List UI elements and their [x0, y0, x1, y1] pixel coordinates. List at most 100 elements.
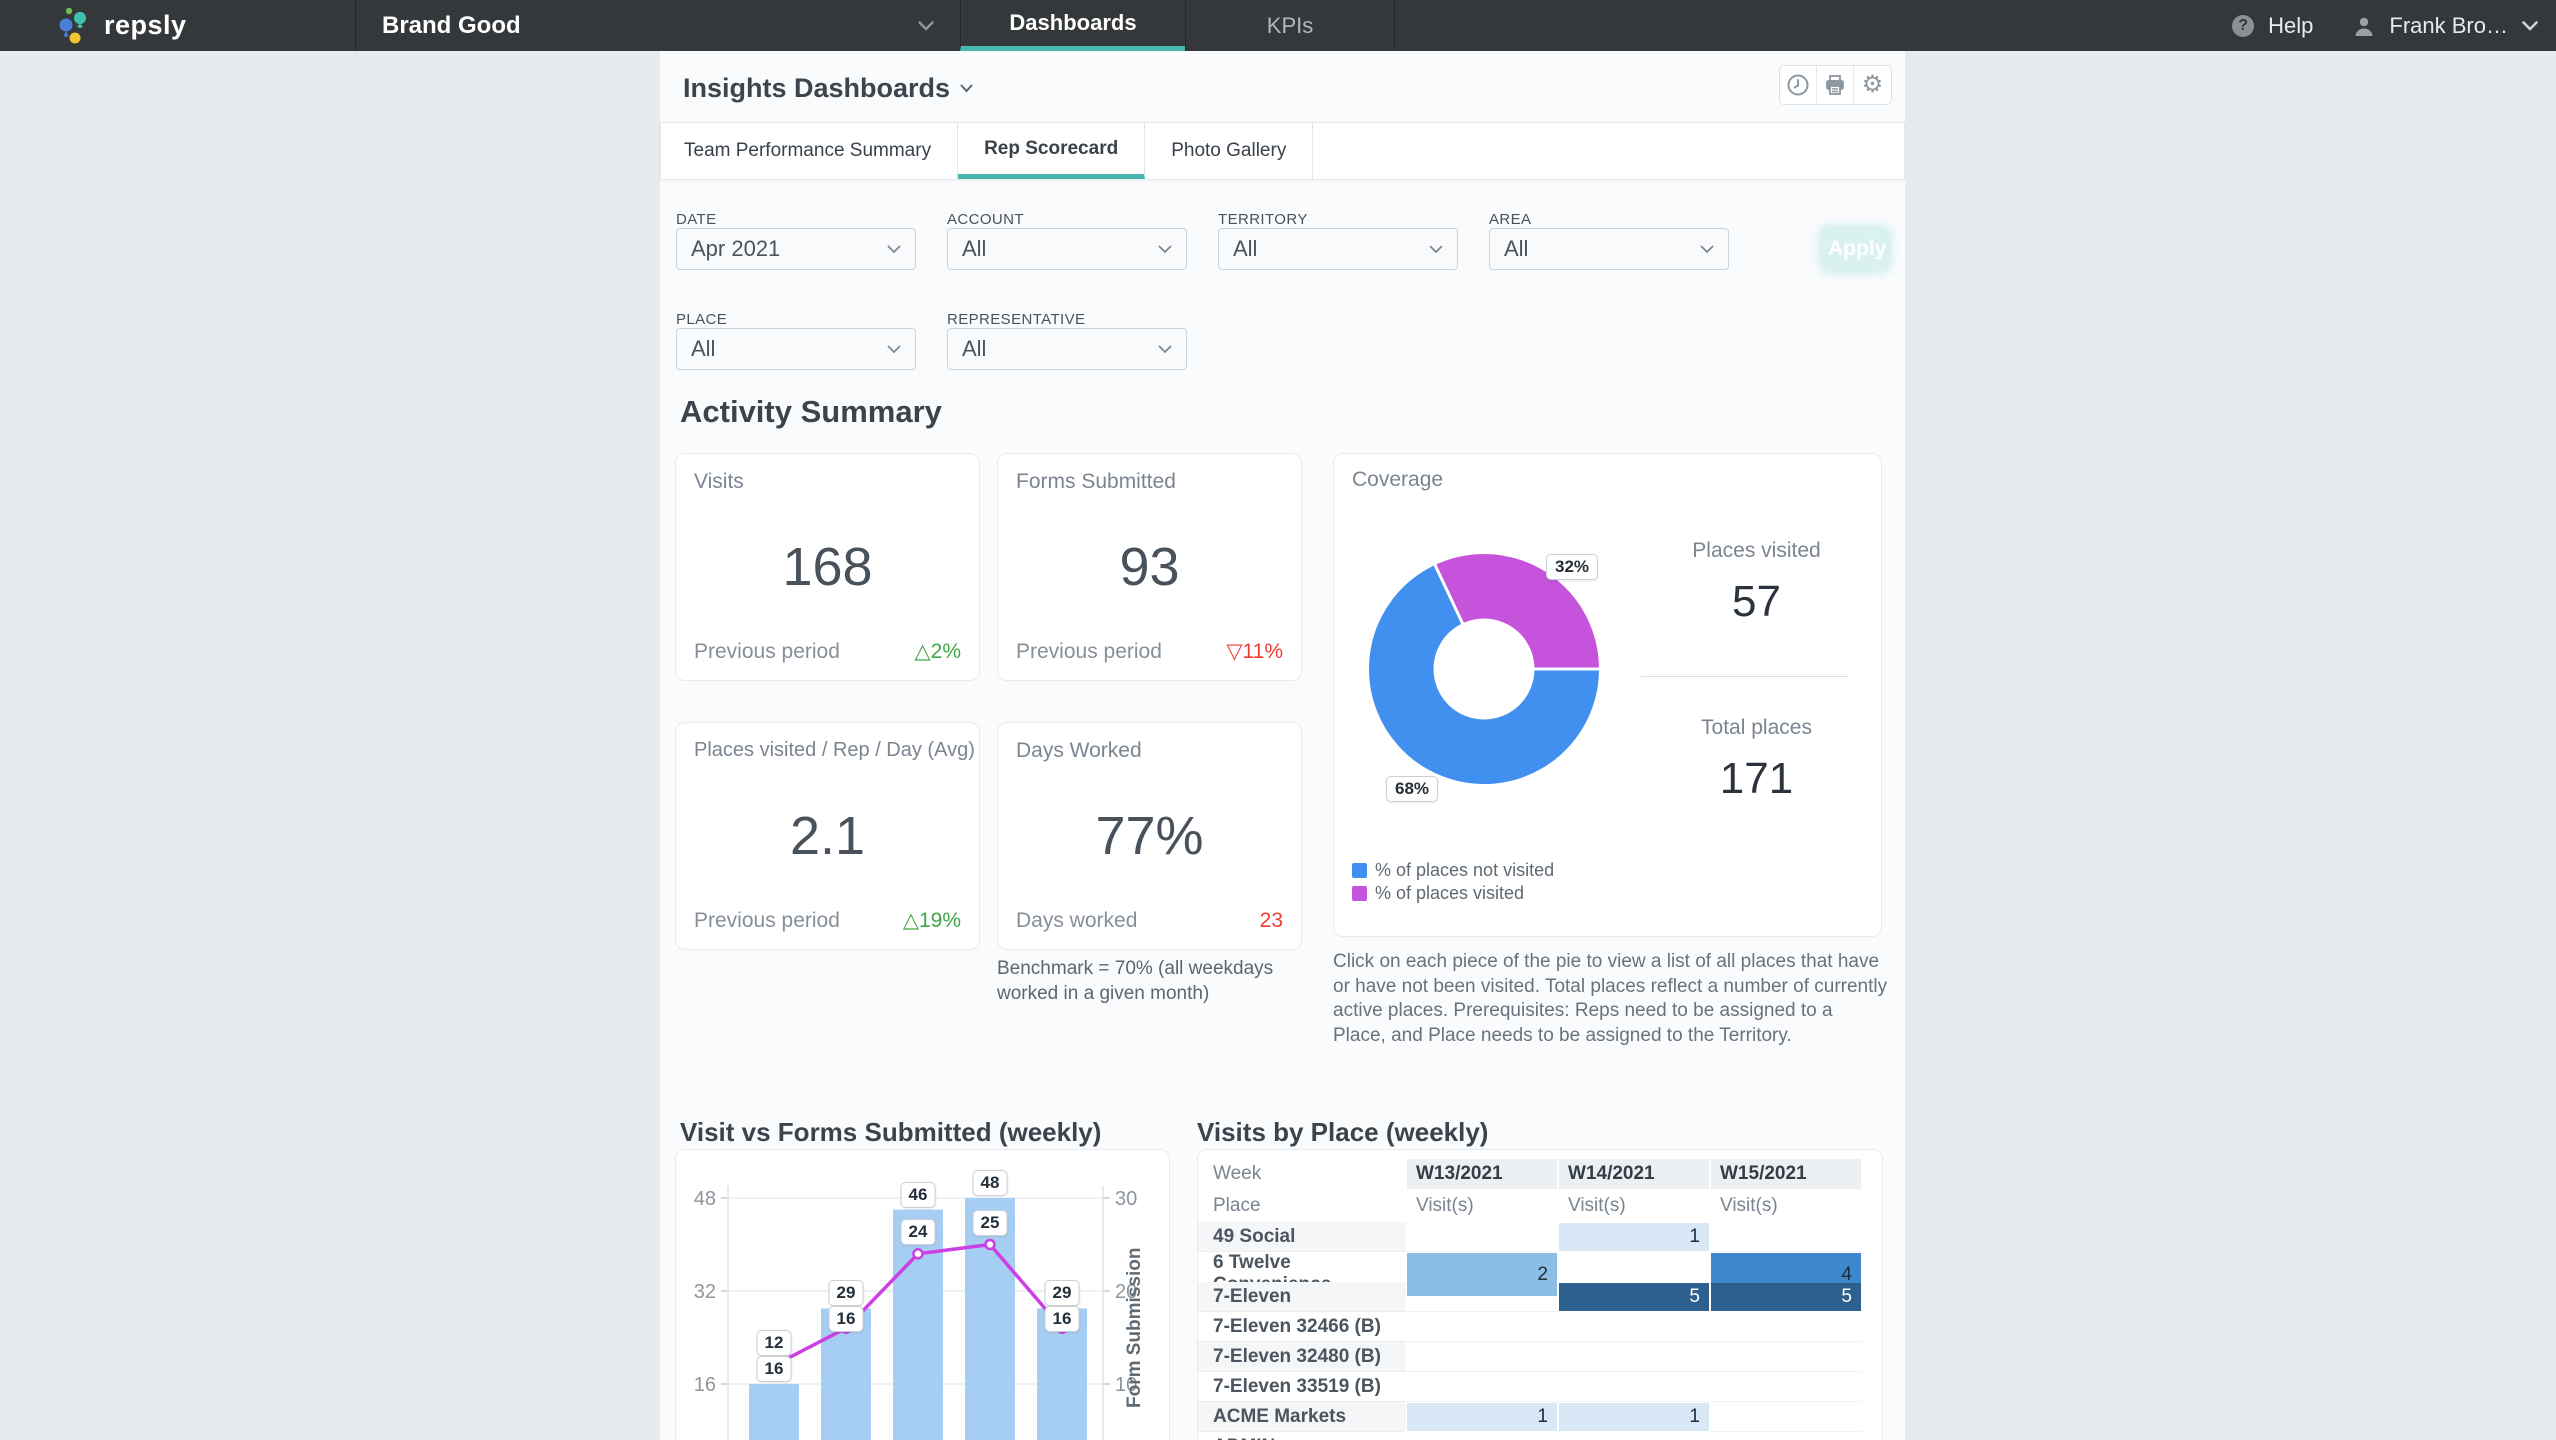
line-value-label: 16 [828, 1306, 864, 1332]
bar-value-label: 48 [972, 1170, 1008, 1196]
visits-heat-cell[interactable]: 5 [1559, 1283, 1709, 1311]
place-cell[interactable]: 7-Eleven 32480 (B) [1198, 1342, 1406, 1372]
form-submission-point[interactable] [984, 1238, 996, 1251]
filter-value: All [1233, 236, 1258, 261]
history-button[interactable] [1780, 66, 1817, 104]
visits-bar[interactable] [749, 1384, 799, 1440]
filter-label-account: ACCOUNT [947, 211, 1024, 228]
chevron-down-icon [960, 84, 973, 93]
repsly-logo: repsly [56, 0, 187, 51]
week-column-header[interactable]: W13/2021 [1407, 1159, 1557, 1189]
legend-label: % of places not visited [1375, 860, 1555, 880]
place-cell[interactable]: ADMIN [1198, 1432, 1406, 1440]
tab-team-performance-summary[interactable]: Team Performance Summary [661, 123, 959, 179]
dashboard-toolbar: ⚙ [1779, 65, 1892, 105]
visits-cell [1710, 1222, 1862, 1252]
table-row: 7-Eleven 32466 (B) [1198, 1312, 1882, 1342]
line-value-label: 16 [1044, 1306, 1080, 1332]
print-button[interactable] [1817, 66, 1854, 104]
kpi-title: Visits [694, 470, 744, 493]
visits-heat-cell[interactable]: 1 [1559, 1223, 1709, 1251]
apply-button[interactable]: Apply [1822, 228, 1888, 270]
tab-rep-scorecard[interactable]: Rep Scorecard [958, 123, 1146, 179]
navbar-right: ? Help Frank Bro… [2232, 0, 2538, 51]
bar-value-label: 46 [900, 1182, 936, 1208]
table-corner-label: Week [1213, 1163, 1262, 1184]
coverage-legend: % of places not visited % of places visi… [1352, 859, 1554, 905]
workspace-selector[interactable]: Brand Good [356, 0, 960, 51]
unit-header: Visit(s) [1416, 1195, 1474, 1216]
place-cell[interactable]: 7-Eleven [1198, 1282, 1406, 1312]
visits-cell [1710, 1342, 1862, 1372]
nav-tab-label: KPIs [1266, 12, 1314, 38]
repsly-logo-icon [59, 7, 86, 43]
printer-icon [1826, 75, 1844, 95]
visits-heat-cell[interactable]: 5 [1711, 1283, 1861, 1311]
visits-bar[interactable] [893, 1209, 943, 1440]
nav-tab-kpis[interactable]: KPIs [1185, 0, 1395, 51]
table-row: ACME Markets 1 1 [1198, 1402, 1882, 1432]
visits-cell: 1 [1558, 1222, 1710, 1252]
kpi-footer-label: Previous period [694, 640, 840, 663]
place-cell[interactable]: 49 Social [1198, 1222, 1406, 1252]
form-submission-point[interactable] [912, 1248, 924, 1260]
benchmark-note: Benchmark = 70% (all weekdays worked in … [997, 958, 1274, 1005]
filter-select-area[interactable]: All [1489, 228, 1729, 270]
user-menu[interactable]: Frank Bro… [2389, 12, 2508, 38]
chevron-down-icon [1429, 245, 1443, 253]
filter-label-representative: REPRESENTATIVE [947, 311, 1086, 328]
delta-badge: ▽11% [1226, 640, 1283, 663]
stat-value: 171 [1719, 754, 1794, 803]
navbar-divider [355, 0, 356, 51]
table-row: 7-Eleven 32480 (B) [1198, 1342, 1882, 1372]
filter-select-account[interactable]: All [947, 228, 1187, 270]
coverage-note: Click on each piece of the pie to view a… [1333, 951, 1888, 1047]
divider [1641, 676, 1848, 677]
table-row: 7-Eleven 33519 (B) [1198, 1372, 1882, 1402]
visits-heat-cell[interactable]: 2 [1407, 1253, 1557, 1296]
right-axis-label: Form Submission [1124, 1247, 1145, 1408]
visits-cell [1558, 1372, 1710, 1402]
visits-heat-cell[interactable]: 1 [1407, 1403, 1557, 1431]
dashboard-tabs: Team Performance Summary Rep Scorecard P… [660, 122, 1905, 180]
visits-cell [1406, 1432, 1558, 1440]
tab-photo-gallery[interactable]: Photo Gallery [1145, 123, 1314, 179]
legend-swatch [1352, 886, 1367, 901]
combo-chart[interactable]: 48 30 32 20 16 10 [676, 1150, 1170, 1440]
filter-select-representative[interactable]: All [947, 328, 1187, 370]
filter-label-territory: TERRITORY [1218, 211, 1308, 228]
help-link[interactable]: Help [2268, 12, 2314, 38]
place-cell[interactable]: 7-Eleven 32466 (B) [1198, 1312, 1406, 1342]
filter-label-place: PLACE [676, 311, 728, 328]
filter-select-territory[interactable]: All [1218, 228, 1458, 270]
unit-header: Visit(s) [1720, 1195, 1778, 1216]
settings-button[interactable]: ⚙ [1854, 66, 1891, 104]
visits-cell [1710, 1432, 1862, 1440]
svg-text:30: 30 [1115, 1188, 1137, 1210]
help-icon[interactable]: ? [2232, 14, 2255, 37]
visits-heat-cell[interactable]: 1 [1559, 1403, 1709, 1431]
nav-tab-dashboards[interactable]: Dashboards [960, 0, 1185, 51]
filter-value: All [962, 236, 987, 261]
visits-cell [1406, 1342, 1558, 1372]
week-column-header[interactable]: W14/2021 [1559, 1159, 1709, 1189]
place-cell[interactable]: 7-Eleven 33519 (B) [1198, 1372, 1406, 1402]
place-cell[interactable]: ACME Markets [1198, 1402, 1406, 1432]
visits-cell: 1 [1558, 1402, 1710, 1432]
chevron-down-icon [887, 245, 901, 253]
table-row: Week W13/2021 W14/2021 W15/2021 [1198, 1158, 1882, 1190]
line-value-label: 24 [900, 1219, 936, 1245]
filter-value: All [1504, 236, 1529, 261]
dashboard-title-selector[interactable]: Insights Dashboards [683, 73, 973, 104]
filter-select-place[interactable]: All [676, 328, 916, 370]
tab-label: Team Performance Summary [684, 140, 932, 161]
kpi-value: 93 [1119, 537, 1180, 597]
chevron-down-icon[interactable] [2522, 20, 2538, 31]
table-row: 49 Social 1 [1198, 1222, 1882, 1252]
visits-bar[interactable] [965, 1198, 1015, 1440]
brand-name: repsly [104, 10, 187, 40]
filter-select-date[interactable]: Apr 2021 [676, 228, 916, 270]
line-value-label: 25 [972, 1210, 1008, 1236]
week-column-header[interactable]: W15/2021 [1711, 1159, 1861, 1189]
